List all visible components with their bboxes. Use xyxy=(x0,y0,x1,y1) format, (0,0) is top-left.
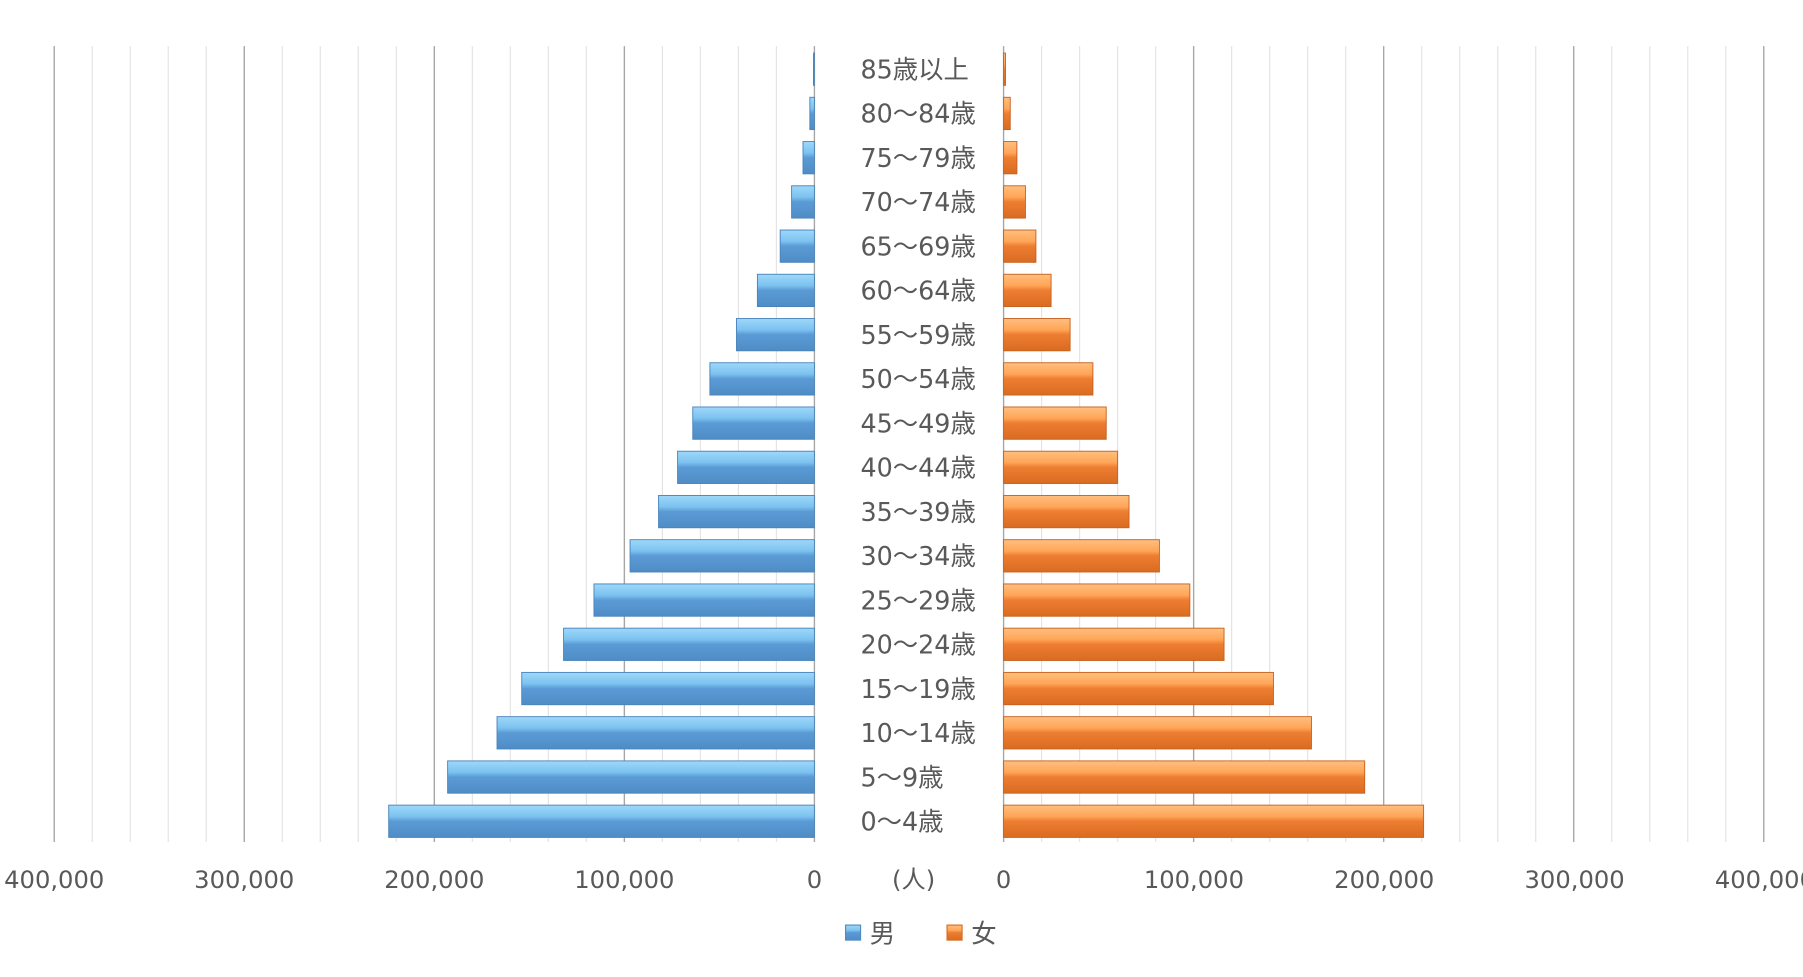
category-label: 80～84歳 xyxy=(861,99,976,129)
category-label: 45～49歳 xyxy=(861,408,976,438)
unit-label: (人) xyxy=(892,866,935,894)
bar-female xyxy=(1003,52,1006,86)
bar-male xyxy=(802,141,815,175)
bar-female xyxy=(1003,185,1026,219)
bar-female xyxy=(1003,229,1037,263)
bar-male xyxy=(812,52,815,86)
bar-male xyxy=(388,804,815,838)
category-label: 15～19歳 xyxy=(861,674,976,704)
category-label: 55～59歳 xyxy=(861,320,976,350)
tick-label-left: 100,000 xyxy=(574,866,674,894)
legend: 男 女 xyxy=(844,918,997,948)
tick-label-right: 0 xyxy=(996,866,1011,894)
bar-female xyxy=(1003,141,1018,175)
tick-label-right: 100,000 xyxy=(1144,866,1244,894)
legend-label-male: 男 xyxy=(870,918,895,948)
bar-male xyxy=(629,539,815,573)
legend-swatch-male xyxy=(844,924,862,941)
bar-female xyxy=(1003,450,1119,484)
tick-label-right: 200,000 xyxy=(1334,866,1434,894)
bar-male xyxy=(809,96,815,131)
bar-male xyxy=(447,760,815,794)
bar-female xyxy=(1003,716,1312,750)
bar-female xyxy=(1003,627,1225,661)
tick-label-left: 200,000 xyxy=(384,866,484,894)
category-label: 70～74歳 xyxy=(861,187,976,217)
bar-male xyxy=(779,229,815,263)
bar-female xyxy=(1003,494,1130,529)
tick-label-left: 400,000 xyxy=(4,866,104,894)
category-label: 85歳以上 xyxy=(861,54,969,84)
bar-male xyxy=(677,450,815,484)
legend-label-female: 女 xyxy=(971,918,996,948)
bar-female xyxy=(1003,96,1011,131)
category-label: 50～54歳 xyxy=(861,364,976,394)
gridlines xyxy=(53,46,1765,843)
bar-female xyxy=(1003,318,1071,352)
bar-female xyxy=(1003,362,1094,396)
bar-male xyxy=(593,583,815,617)
category-label: 35～39歳 xyxy=(861,497,976,527)
category-label: 75～79歳 xyxy=(861,143,976,173)
bar-male xyxy=(658,494,815,529)
bar-male xyxy=(521,671,815,706)
tick-label-left: 300,000 xyxy=(194,866,294,894)
category-label: 25～29歳 xyxy=(861,585,976,615)
axis-ticks: 400,000 300,000 200,000 100,000 0 0 100,000 200… xyxy=(4,866,1803,894)
bar-male xyxy=(736,318,815,352)
tick-label-right: 400,000 xyxy=(1715,866,1803,894)
bar-female xyxy=(1003,671,1274,706)
tick-label-right: 300,000 xyxy=(1525,866,1625,894)
category-label: 10～14歳 xyxy=(861,718,976,748)
tick-label-left: 0 xyxy=(807,866,822,894)
category-label: 5～9歳 xyxy=(861,762,944,792)
bar-female xyxy=(1003,406,1107,440)
bars xyxy=(388,52,1425,838)
category-labels: 85歳以上 80～84歳 75～79歳 70～74歳 65～69歳 60～64歳 55～59… xyxy=(861,54,976,836)
bar-female xyxy=(1003,760,1366,794)
bar-male xyxy=(692,406,815,440)
bar-male xyxy=(709,362,815,396)
category-label: 40～44歳 xyxy=(861,453,976,483)
bar-male xyxy=(756,273,815,308)
category-label: 20～24歳 xyxy=(861,630,976,660)
bar-female xyxy=(1003,804,1425,838)
bar-male xyxy=(791,185,815,219)
bar-male xyxy=(496,716,815,750)
category-label: 30～34歳 xyxy=(861,541,976,571)
bar-female xyxy=(1003,539,1160,573)
category-label: 0～4歳 xyxy=(861,807,944,837)
bar-female xyxy=(1003,273,1052,308)
category-label: 60～64歳 xyxy=(861,276,976,306)
category-label: 65～69歳 xyxy=(861,231,976,261)
bar-female xyxy=(1003,583,1191,617)
legend-swatch-female xyxy=(946,924,963,941)
bar-male xyxy=(563,627,815,661)
